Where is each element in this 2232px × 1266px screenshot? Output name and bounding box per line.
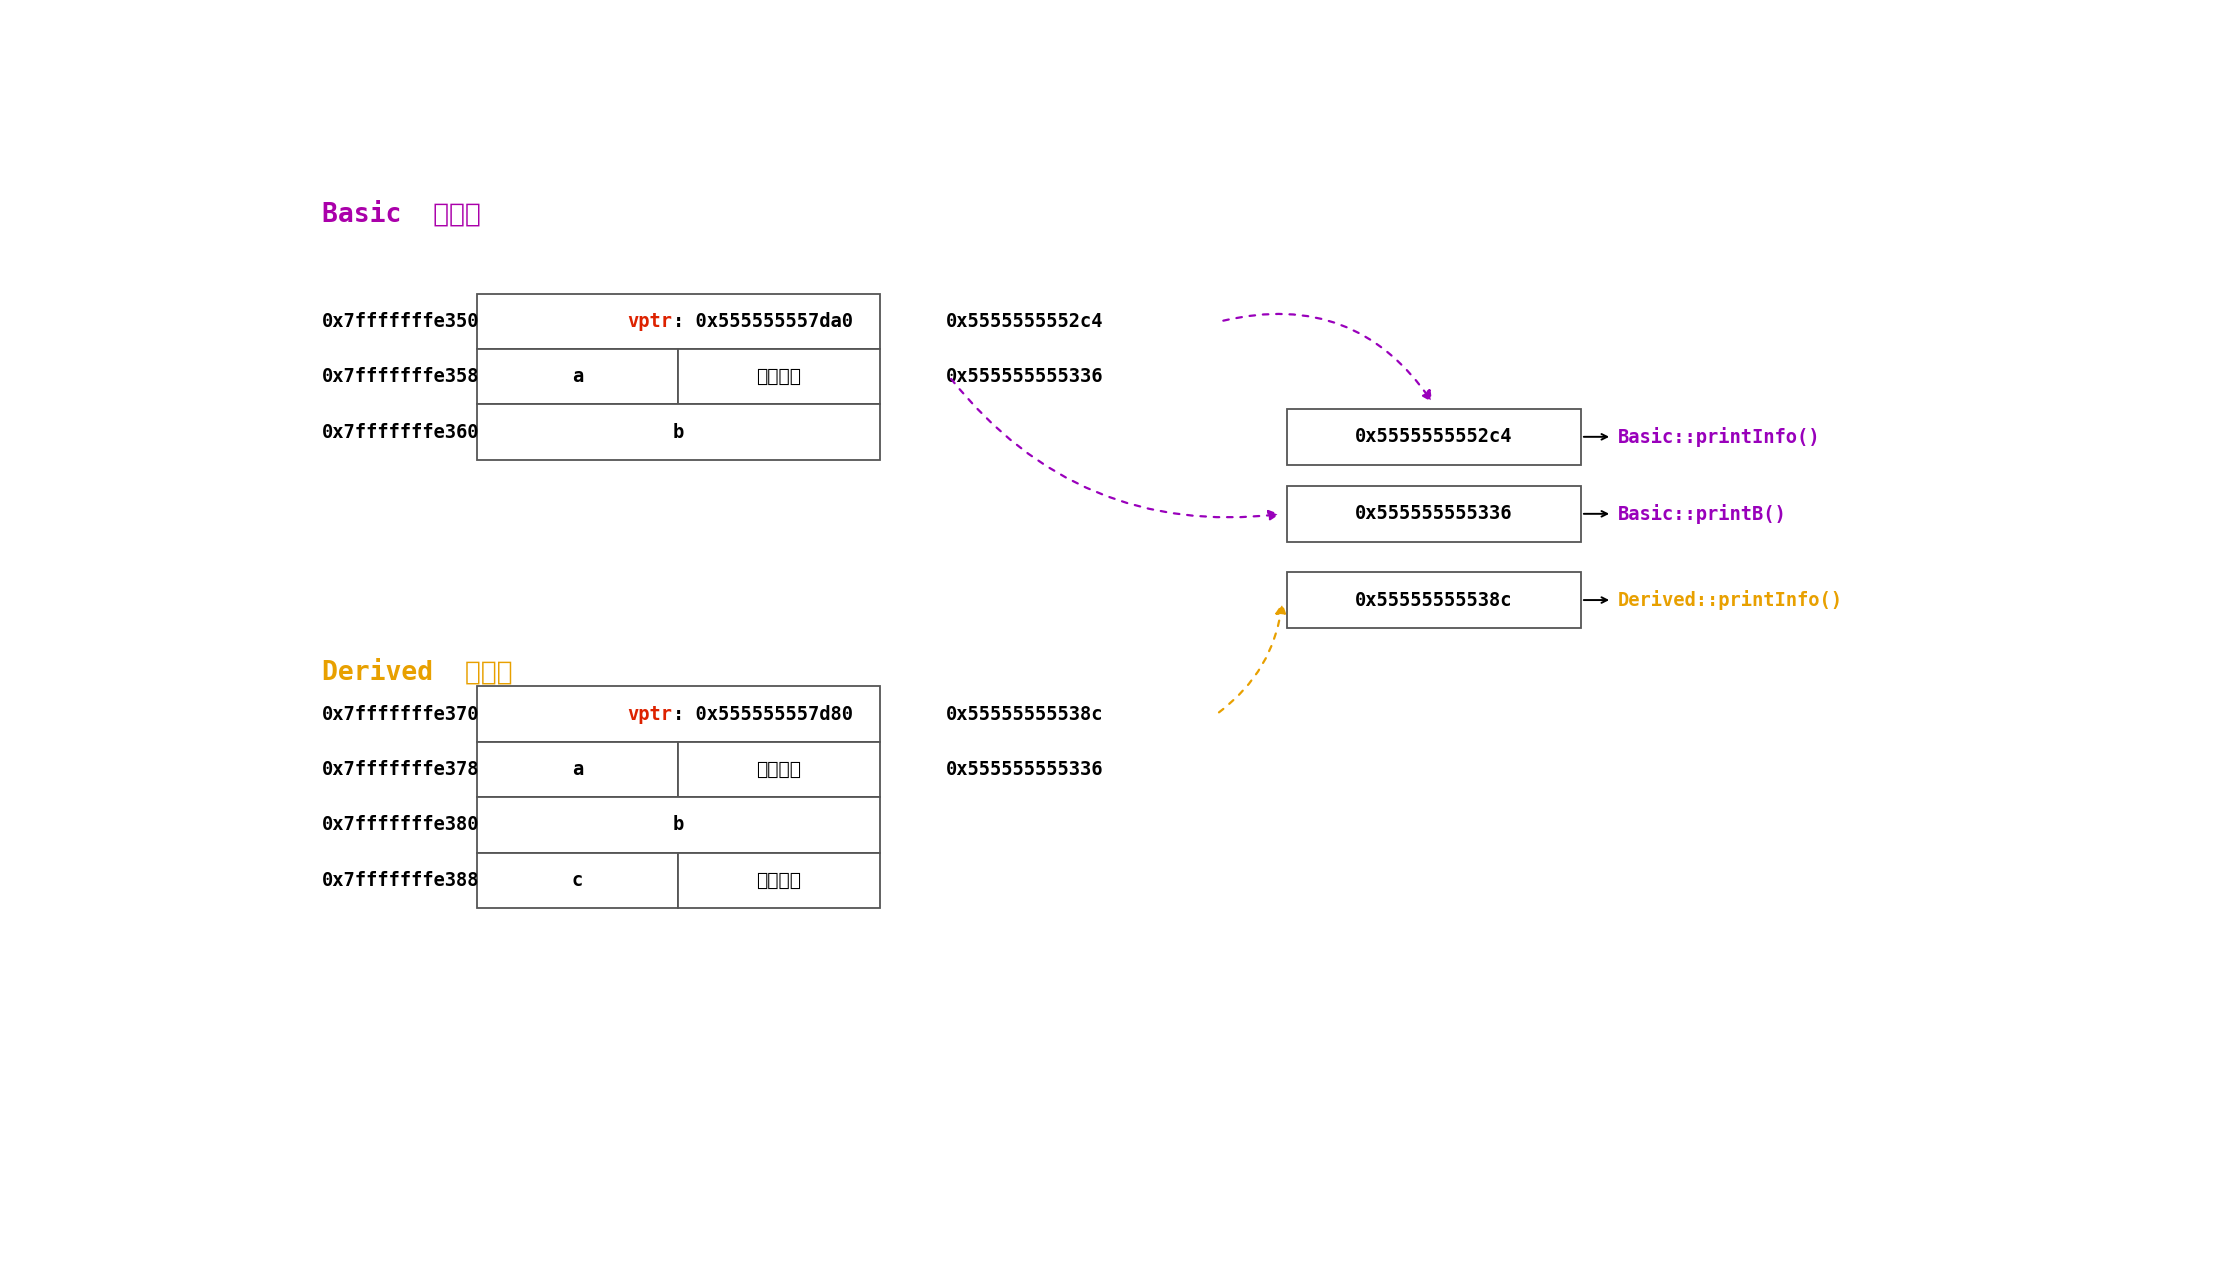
Bar [679,349,879,404]
Text: Derived  类对象: Derived 类对象 [321,660,511,686]
Bar [478,742,679,798]
Text: 内存对齐: 内存对齐 [757,871,801,890]
Text: 0x7fffffffe388: 0x7fffffffe388 [321,871,480,890]
Text: 内存对齐: 内存对齐 [757,367,801,386]
Text: a: a [571,367,583,386]
Bar [478,294,879,349]
Text: b: b [672,815,683,834]
Bar [1286,572,1580,628]
Bar [1286,409,1580,465]
Bar [478,686,879,742]
Text: 0x7fffffffe380: 0x7fffffffe380 [321,815,480,834]
Bar [478,349,679,404]
Text: b: b [672,423,683,442]
Text: c: c [571,871,583,890]
Bar [478,798,879,852]
Text: 0x555555555336: 0x555555555336 [946,367,1103,386]
Text: vptr: vptr [627,311,672,330]
Text: Basic::printB(): Basic::printB() [1618,504,1786,524]
Text: : 0x555555557da0: : 0x555555557da0 [674,311,853,330]
Bar [478,404,879,460]
Text: Basic::printInfo(): Basic::printInfo() [1618,427,1819,447]
Text: vptr: vptr [627,704,672,724]
Text: 0x7fffffffe360: 0x7fffffffe360 [321,423,480,442]
Text: Basic  类对象: Basic 类对象 [321,201,480,228]
Text: 0x55555555538c: 0x55555555538c [1355,590,1513,609]
Text: 0x7fffffffe378: 0x7fffffffe378 [321,760,480,779]
Text: : 0x555555557d80: : 0x555555557d80 [674,704,853,724]
Text: 0x7fffffffe370: 0x7fffffffe370 [321,704,480,724]
Bar [478,852,679,908]
Text: 0x7fffffffe350: 0x7fffffffe350 [321,311,480,330]
Bar [679,742,879,798]
Text: 内存对齐: 内存对齐 [757,760,801,779]
Text: Derived::printInfo(): Derived::printInfo() [1618,590,1841,610]
Text: 0x55555555538c: 0x55555555538c [946,704,1103,724]
Bar [1286,486,1580,542]
Text: 0x5555555552c4: 0x5555555552c4 [946,311,1103,330]
Bar [679,852,879,908]
Text: 0x5555555552c4: 0x5555555552c4 [1355,428,1513,447]
Text: 0x555555555336: 0x555555555336 [1355,504,1513,523]
Text: a: a [571,760,583,779]
Text: 0x555555555336: 0x555555555336 [946,760,1103,779]
Text: 0x7fffffffe358: 0x7fffffffe358 [321,367,480,386]
